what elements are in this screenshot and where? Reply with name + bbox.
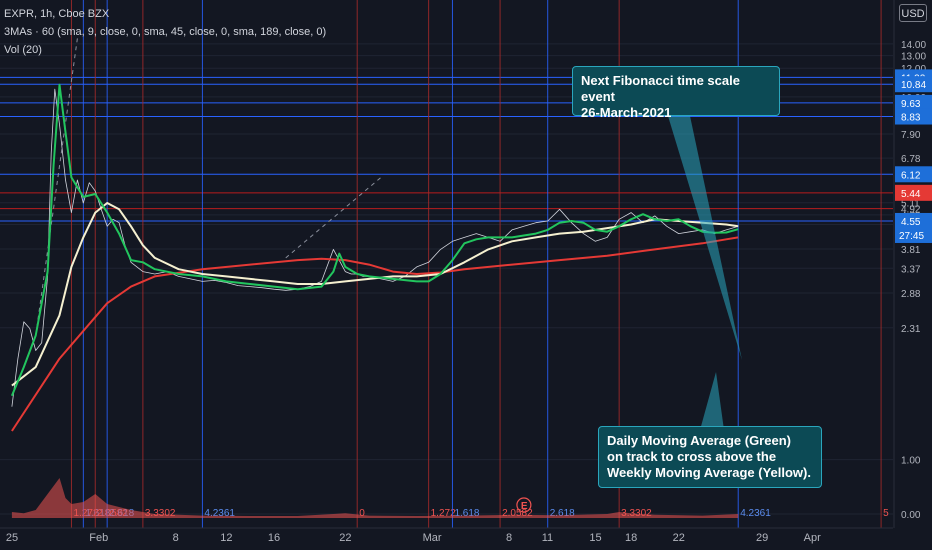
ma-note-line-1: Daily Moving Average (Green) — [607, 433, 791, 448]
x-tick-label: 22 — [339, 532, 351, 544]
fib-time-label: 2.618 — [550, 508, 575, 519]
y-tick-label: 2.31 — [901, 324, 921, 335]
y-tick-label: 1.00 — [901, 456, 921, 467]
fib-time-label: 4.2361 — [204, 508, 235, 519]
fib-time-label: 0 — [359, 508, 365, 519]
fib-time-note[interactable]: Next Fibonacci time scale event 26-March… — [572, 66, 780, 120]
currency-button[interactable]: USD — [899, 4, 927, 22]
price-level-label: 9.63 — [901, 99, 921, 110]
x-tick-label: 29 — [756, 532, 768, 544]
fib-note-pointer — [668, 116, 742, 360]
x-tick-label: Feb — [89, 532, 108, 544]
current-price-label: 4.55 — [901, 217, 921, 228]
fib-time-label: 5 — [883, 508, 889, 519]
y-tick-label: 2.88 — [901, 289, 921, 300]
x-tick-label: 25 — [6, 532, 18, 544]
x-tick-label: Mar — [423, 532, 442, 544]
symbol-legend: EXPR, 1h, Cboe BZX — [4, 8, 110, 20]
y-tick-label: 4.92 — [901, 205, 921, 216]
price-level-badge — [895, 76, 932, 93]
sma45-series[interactable] — [11, 202, 739, 387]
price-level-badge — [895, 184, 932, 201]
ma-note-pointer — [700, 372, 724, 430]
x-tick-label: 12 — [220, 532, 232, 544]
price-level-label: 6.12 — [901, 170, 921, 181]
bar-countdown-label: 27:45 — [899, 231, 924, 242]
fib-time-label: 4.2361 — [740, 508, 771, 519]
time-axis — [0, 528, 932, 550]
ma-cross-note[interactable]: Daily Moving Average (Green) on track to… — [598, 426, 822, 488]
y-tick-label: 3.81 — [901, 245, 921, 256]
fib-note-line-2: 26-March-2021 — [581, 105, 672, 120]
x-tick-label: 18 — [625, 532, 637, 544]
x-tick-label: 16 — [268, 532, 280, 544]
x-tick-label: 15 — [589, 532, 601, 544]
earnings-marker[interactable] — [516, 497, 532, 513]
price-level-label: 10.84 — [901, 80, 926, 91]
x-tick-label: 11 — [542, 532, 553, 544]
volume-series — [11, 478, 739, 518]
x-tick-label: 22 — [673, 532, 685, 544]
x-tick-label: Apr — [804, 532, 821, 544]
y-tick-label: 6.78 — [901, 154, 921, 165]
y-tick-label: 3.37 — [901, 264, 921, 275]
y-tick-label: 13.00 — [901, 52, 926, 63]
price-level-badge — [895, 166, 932, 183]
y-tick-label: 0.00 — [901, 510, 921, 521]
fib-time-label: 1.272 — [431, 508, 456, 519]
trend-line-dashed — [35, 38, 78, 336]
volume-legend: Vol (20) — [4, 44, 42, 56]
y-tick-label: 7.90 — [901, 130, 921, 141]
current-price-badge — [895, 212, 932, 243]
sma9-series[interactable] — [10, 83, 739, 397]
y-tick-label: 14.00 — [901, 40, 926, 51]
ma-legend: 3MAs · 60 (sma, 9, close, 0, sma, 45, cl… — [4, 26, 327, 38]
fib-time-label: 3.3302 — [145, 508, 176, 519]
sma189-series[interactable] — [11, 236, 739, 432]
x-tick-label: 8 — [173, 532, 179, 544]
price-level-label: 5.44 — [901, 189, 921, 200]
earnings-label: E — [521, 501, 528, 512]
fib-note-line-1: Next Fibonacci time scale event — [581, 73, 740, 104]
fib-time-label: 1.618 — [454, 508, 479, 519]
x-tick-label: 8 — [506, 532, 512, 544]
y-tick-label: 5.11 — [901, 199, 920, 210]
fib-time-label: 3.3302 — [621, 508, 652, 519]
ma-note-line-3: Weekly Moving Average (Yellow). — [607, 465, 811, 480]
price-level-badge — [895, 108, 932, 125]
price-level-label: 8.83 — [901, 113, 921, 124]
fib-time-label: 2.0582 — [502, 508, 533, 519]
price-level-badge — [895, 94, 932, 111]
ma-note-line-2: on track to cross above the — [607, 449, 777, 464]
